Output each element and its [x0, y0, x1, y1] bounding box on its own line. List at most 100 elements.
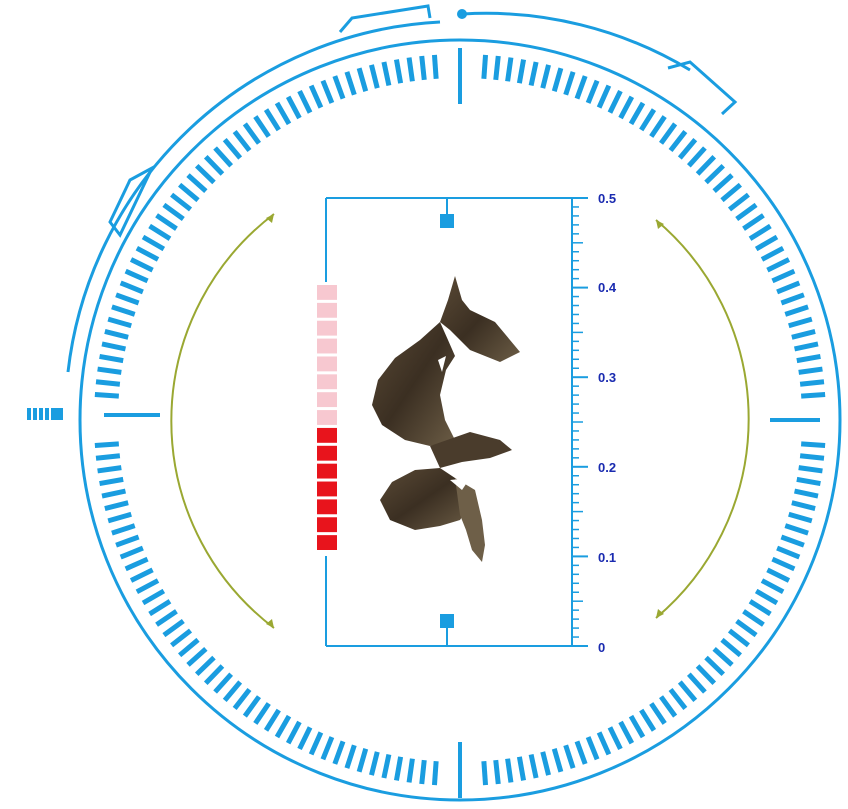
dial-tick: [686, 146, 707, 168]
dial-tick: [274, 101, 292, 126]
dial-tick: [796, 353, 821, 364]
dial-tick: [419, 55, 427, 81]
level-segment-inactive: [317, 356, 337, 372]
dial-tick: [95, 379, 121, 387]
top-arc-tab[interactable]: [338, 4, 432, 33]
dial-tick: [794, 488, 819, 499]
dial-tick: [111, 304, 136, 317]
dial-tick: [104, 500, 129, 511]
dial-tick: [704, 655, 726, 677]
dial-tick: [798, 366, 823, 375]
specimen-image[interactable]: [372, 276, 520, 562]
dial-tick: [791, 329, 816, 340]
dial-tick: [776, 280, 801, 295]
dial-tick: [203, 154, 225, 176]
dial-tick: [186, 173, 208, 194]
dial-tick: [628, 714, 646, 739]
dial-tick: [727, 628, 750, 648]
dial-tick: [381, 61, 392, 86]
dial-tick: [800, 391, 826, 399]
dial-tick: [186, 646, 208, 667]
dial-tick: [800, 441, 826, 449]
dial-tick: [222, 680, 243, 702]
dial-tick: [695, 664, 717, 686]
dial-tick: [232, 130, 252, 153]
striped-marker-icon[interactable]: [27, 408, 63, 420]
dial-tick: [194, 163, 216, 185]
dial-tick: [735, 619, 758, 638]
dial-tick: [297, 726, 313, 751]
dial-tick: [94, 391, 120, 399]
dial-tick: [784, 523, 809, 536]
dial-tick: [178, 637, 200, 658]
dial-tick: [356, 748, 369, 773]
dial-tick: [516, 756, 527, 781]
level-segment-active: [317, 499, 337, 515]
dial-tick: [720, 637, 742, 658]
dial-tick: [735, 202, 758, 221]
dial-tick: [628, 101, 646, 126]
level-segment-inactive: [317, 392, 337, 408]
dial-tick: [784, 304, 809, 317]
bottom-handle[interactable]: [440, 614, 454, 646]
dial-tick: [356, 67, 369, 92]
dial-tick: [104, 329, 129, 340]
dial-tick: [393, 756, 404, 781]
top-pin-icon[interactable]: [457, 9, 467, 19]
dial-tick: [111, 523, 136, 536]
dial-tick: [659, 695, 678, 718]
dial-tick: [712, 646, 734, 667]
dial-tick: [788, 511, 813, 524]
vertical-scale-ticks: [572, 197, 588, 647]
dial-tick: [242, 695, 261, 718]
dial-tick: [178, 182, 200, 203]
level-segment-inactive: [317, 338, 337, 354]
dial-tick: [551, 67, 564, 92]
dial-tick: [135, 245, 160, 262]
dial-tick-marks: [94, 54, 826, 786]
specimen-frame: [325, 197, 573, 647]
dial-tick: [766, 257, 791, 273]
dial-tick: [162, 202, 185, 221]
dial-tick: [369, 64, 380, 89]
dial-tick: [170, 628, 193, 648]
dial-tick: [308, 84, 324, 109]
level-segment-active: [317, 445, 337, 461]
dial-tick: [242, 122, 261, 145]
dial-tick: [162, 619, 185, 638]
dial-tick: [253, 702, 271, 725]
dial-tick: [766, 567, 791, 583]
dial-tick: [381, 754, 392, 779]
right-arc-tab[interactable]: [667, 60, 738, 116]
dial-tick: [754, 588, 779, 606]
dial-tick: [148, 599, 172, 617]
rotate-left-arrow-icon[interactable]: [170, 213, 275, 629]
level-segment-active: [317, 427, 337, 443]
dial-tick: [574, 740, 588, 765]
scale-label-0-3: 0.3: [598, 370, 616, 385]
dial-tick: [727, 192, 750, 212]
dial-tick: [285, 95, 302, 120]
dial-tick: [799, 379, 825, 387]
dial-tick: [129, 257, 154, 273]
scale-label-0-2: 0.2: [598, 460, 616, 475]
rotate-right-arrow-icon[interactable]: [655, 219, 750, 619]
top-handle[interactable]: [440, 198, 454, 228]
dial-tick: [344, 744, 357, 769]
dial-tick: [141, 234, 166, 252]
dial-tick: [107, 316, 132, 329]
dial-tick: [771, 556, 796, 572]
dial-tick: [99, 353, 124, 364]
dial-tick: [119, 280, 144, 295]
scale-label-0: 0: [598, 640, 605, 655]
dial-tick: [649, 702, 667, 725]
dial-tick: [563, 744, 576, 769]
dial-tick: [639, 708, 657, 732]
dial-tick: [493, 55, 501, 81]
dial-tick: [406, 57, 415, 82]
dial-tick: [551, 748, 564, 773]
dial-tick: [148, 223, 172, 241]
dial-tick: [686, 672, 707, 694]
dial-tick: [124, 268, 149, 284]
left-arc-tab[interactable]: [108, 164, 156, 238]
